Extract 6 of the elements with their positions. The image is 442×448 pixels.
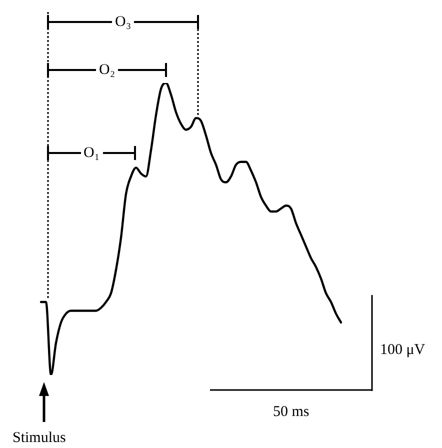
annotation: O₁: [80, 145, 103, 161]
text: O₃: [112, 14, 134, 30]
text: 100 μV: [380, 342, 426, 358]
text: 50 ms: [273, 404, 310, 420]
text: Stimulus: [12, 430, 66, 446]
text: O₂: [96, 62, 118, 78]
